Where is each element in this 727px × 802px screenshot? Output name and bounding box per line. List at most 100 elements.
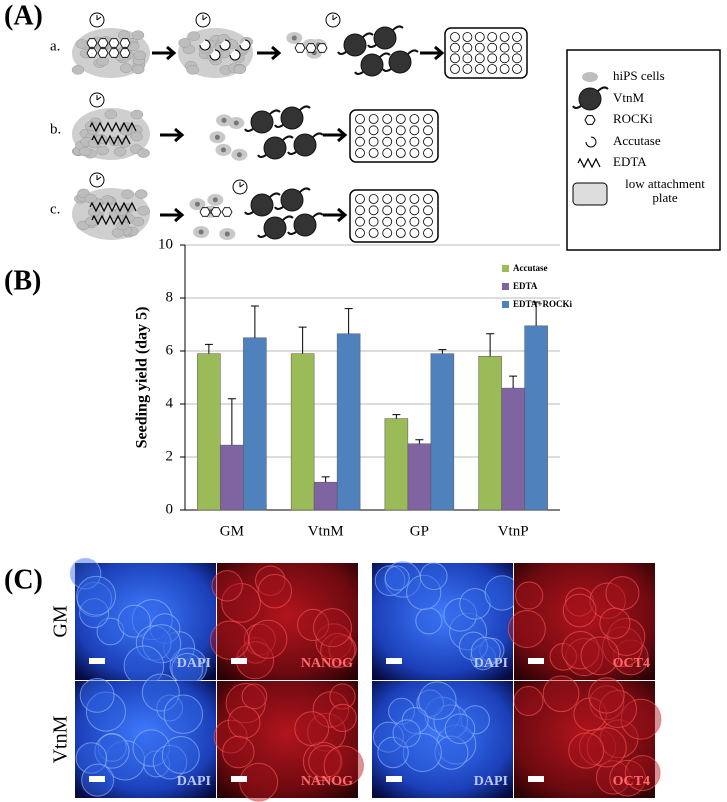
plate-well: [409, 228, 420, 238]
edta-icon: [91, 134, 131, 146]
plate-well: [409, 205, 420, 216]
legend-label: EDTA: [513, 281, 538, 291]
cell: [561, 631, 600, 670]
cell: [97, 732, 127, 762]
plate-well: [355, 205, 365, 216]
edta-icon: [89, 121, 137, 133]
nucleus: [221, 117, 227, 123]
cell: [580, 636, 620, 676]
legend-label: Accutase: [613, 134, 661, 148]
legend-icon: [584, 115, 596, 125]
nucleus: [212, 197, 218, 203]
cell: [419, 562, 448, 591]
plate-well: [423, 114, 433, 124]
vtnm-bead: [263, 216, 287, 240]
bar: [313, 481, 338, 511]
hips-cell: [133, 50, 147, 61]
edta-icon: [89, 201, 137, 213]
stain-label: DAPI: [474, 656, 508, 671]
legend-text: hiPS cells: [613, 69, 665, 83]
plate-well: [368, 125, 379, 136]
plate: [444, 27, 528, 79]
cell: [605, 576, 640, 611]
cell: [209, 620, 250, 660]
hips-cell: [137, 205, 150, 216]
plate-well: [423, 136, 433, 147]
cell: [320, 633, 356, 669]
nucleus: [198, 229, 204, 235]
y-tick-label: 6: [166, 342, 174, 358]
rocki-icon: [119, 48, 131, 58]
arrow: [323, 127, 348, 143]
plate-well: [487, 64, 498, 74]
hips-cell: [96, 145, 109, 156]
hips-cell: [130, 131, 143, 142]
legend-box: [566, 49, 721, 251]
vtnm-bead: [293, 213, 317, 237]
rocki-icon: [86, 38, 98, 48]
bar: [290, 353, 315, 511]
plate-well: [395, 228, 406, 238]
plate-well: [368, 216, 379, 227]
error-bar: [415, 439, 424, 444]
accutase-icon: [219, 39, 231, 51]
vtnm-bead: [250, 193, 274, 217]
cell: [402, 732, 442, 772]
error-bar: [392, 414, 401, 419]
plate-well: [409, 125, 420, 136]
plate-well: [462, 32, 473, 42]
x-tick-label: VtnP: [498, 523, 529, 539]
vtnm-tail: [244, 109, 281, 132]
cell: [152, 744, 188, 780]
legend-text: Accutase: [613, 134, 661, 148]
legend-icon: [582, 72, 598, 82]
hips-cell: [122, 213, 135, 223]
panel-label: (B): [4, 265, 41, 296]
error-bar: [204, 343, 213, 354]
error-bar: [438, 349, 447, 354]
error-bar: [486, 333, 495, 357]
row-label: a.: [50, 38, 60, 54]
stain-label: NANOG: [301, 656, 353, 671]
panel-label: (A): [4, 0, 43, 31]
scale-bar: [528, 658, 544, 664]
plate-well: [499, 32, 510, 42]
bar: [501, 387, 525, 511]
cell: [542, 675, 580, 713]
vtnm-bead: [578, 87, 602, 111]
plate-well: [423, 205, 433, 216]
plate-well: [487, 32, 498, 42]
hips-cell: [71, 65, 85, 75]
row-label: b.: [50, 121, 61, 137]
arrow: [323, 207, 348, 223]
cell: [444, 713, 476, 745]
x-tick-label: GP: [410, 523, 429, 539]
plate-well: [409, 216, 420, 227]
plate-well: [355, 125, 365, 136]
plate-well: [395, 194, 406, 204]
y-axis-label: Seeding yield (day 5): [134, 307, 151, 449]
hips-cell: [79, 146, 92, 157]
cell: [328, 635, 357, 664]
legend-label: ROCKi: [613, 112, 653, 126]
plate-well: [474, 64, 485, 74]
bar: [384, 418, 409, 511]
vtnm-tail: [244, 192, 281, 215]
scale-bar: [231, 658, 247, 664]
plate-well: [382, 228, 393, 238]
cell: [507, 610, 546, 649]
cell: [392, 719, 421, 748]
cell: [573, 697, 607, 731]
rocki-icon: [316, 43, 328, 53]
plate-well: [368, 194, 379, 204]
nucleus: [224, 231, 230, 237]
plate-well: [395, 205, 406, 216]
stain-label: DAPI: [177, 774, 211, 789]
plate-well: [382, 205, 393, 216]
edta-icon: [577, 157, 601, 169]
bar: [524, 325, 548, 511]
vtnm-bead: [343, 33, 367, 57]
plate-well: [499, 64, 510, 74]
